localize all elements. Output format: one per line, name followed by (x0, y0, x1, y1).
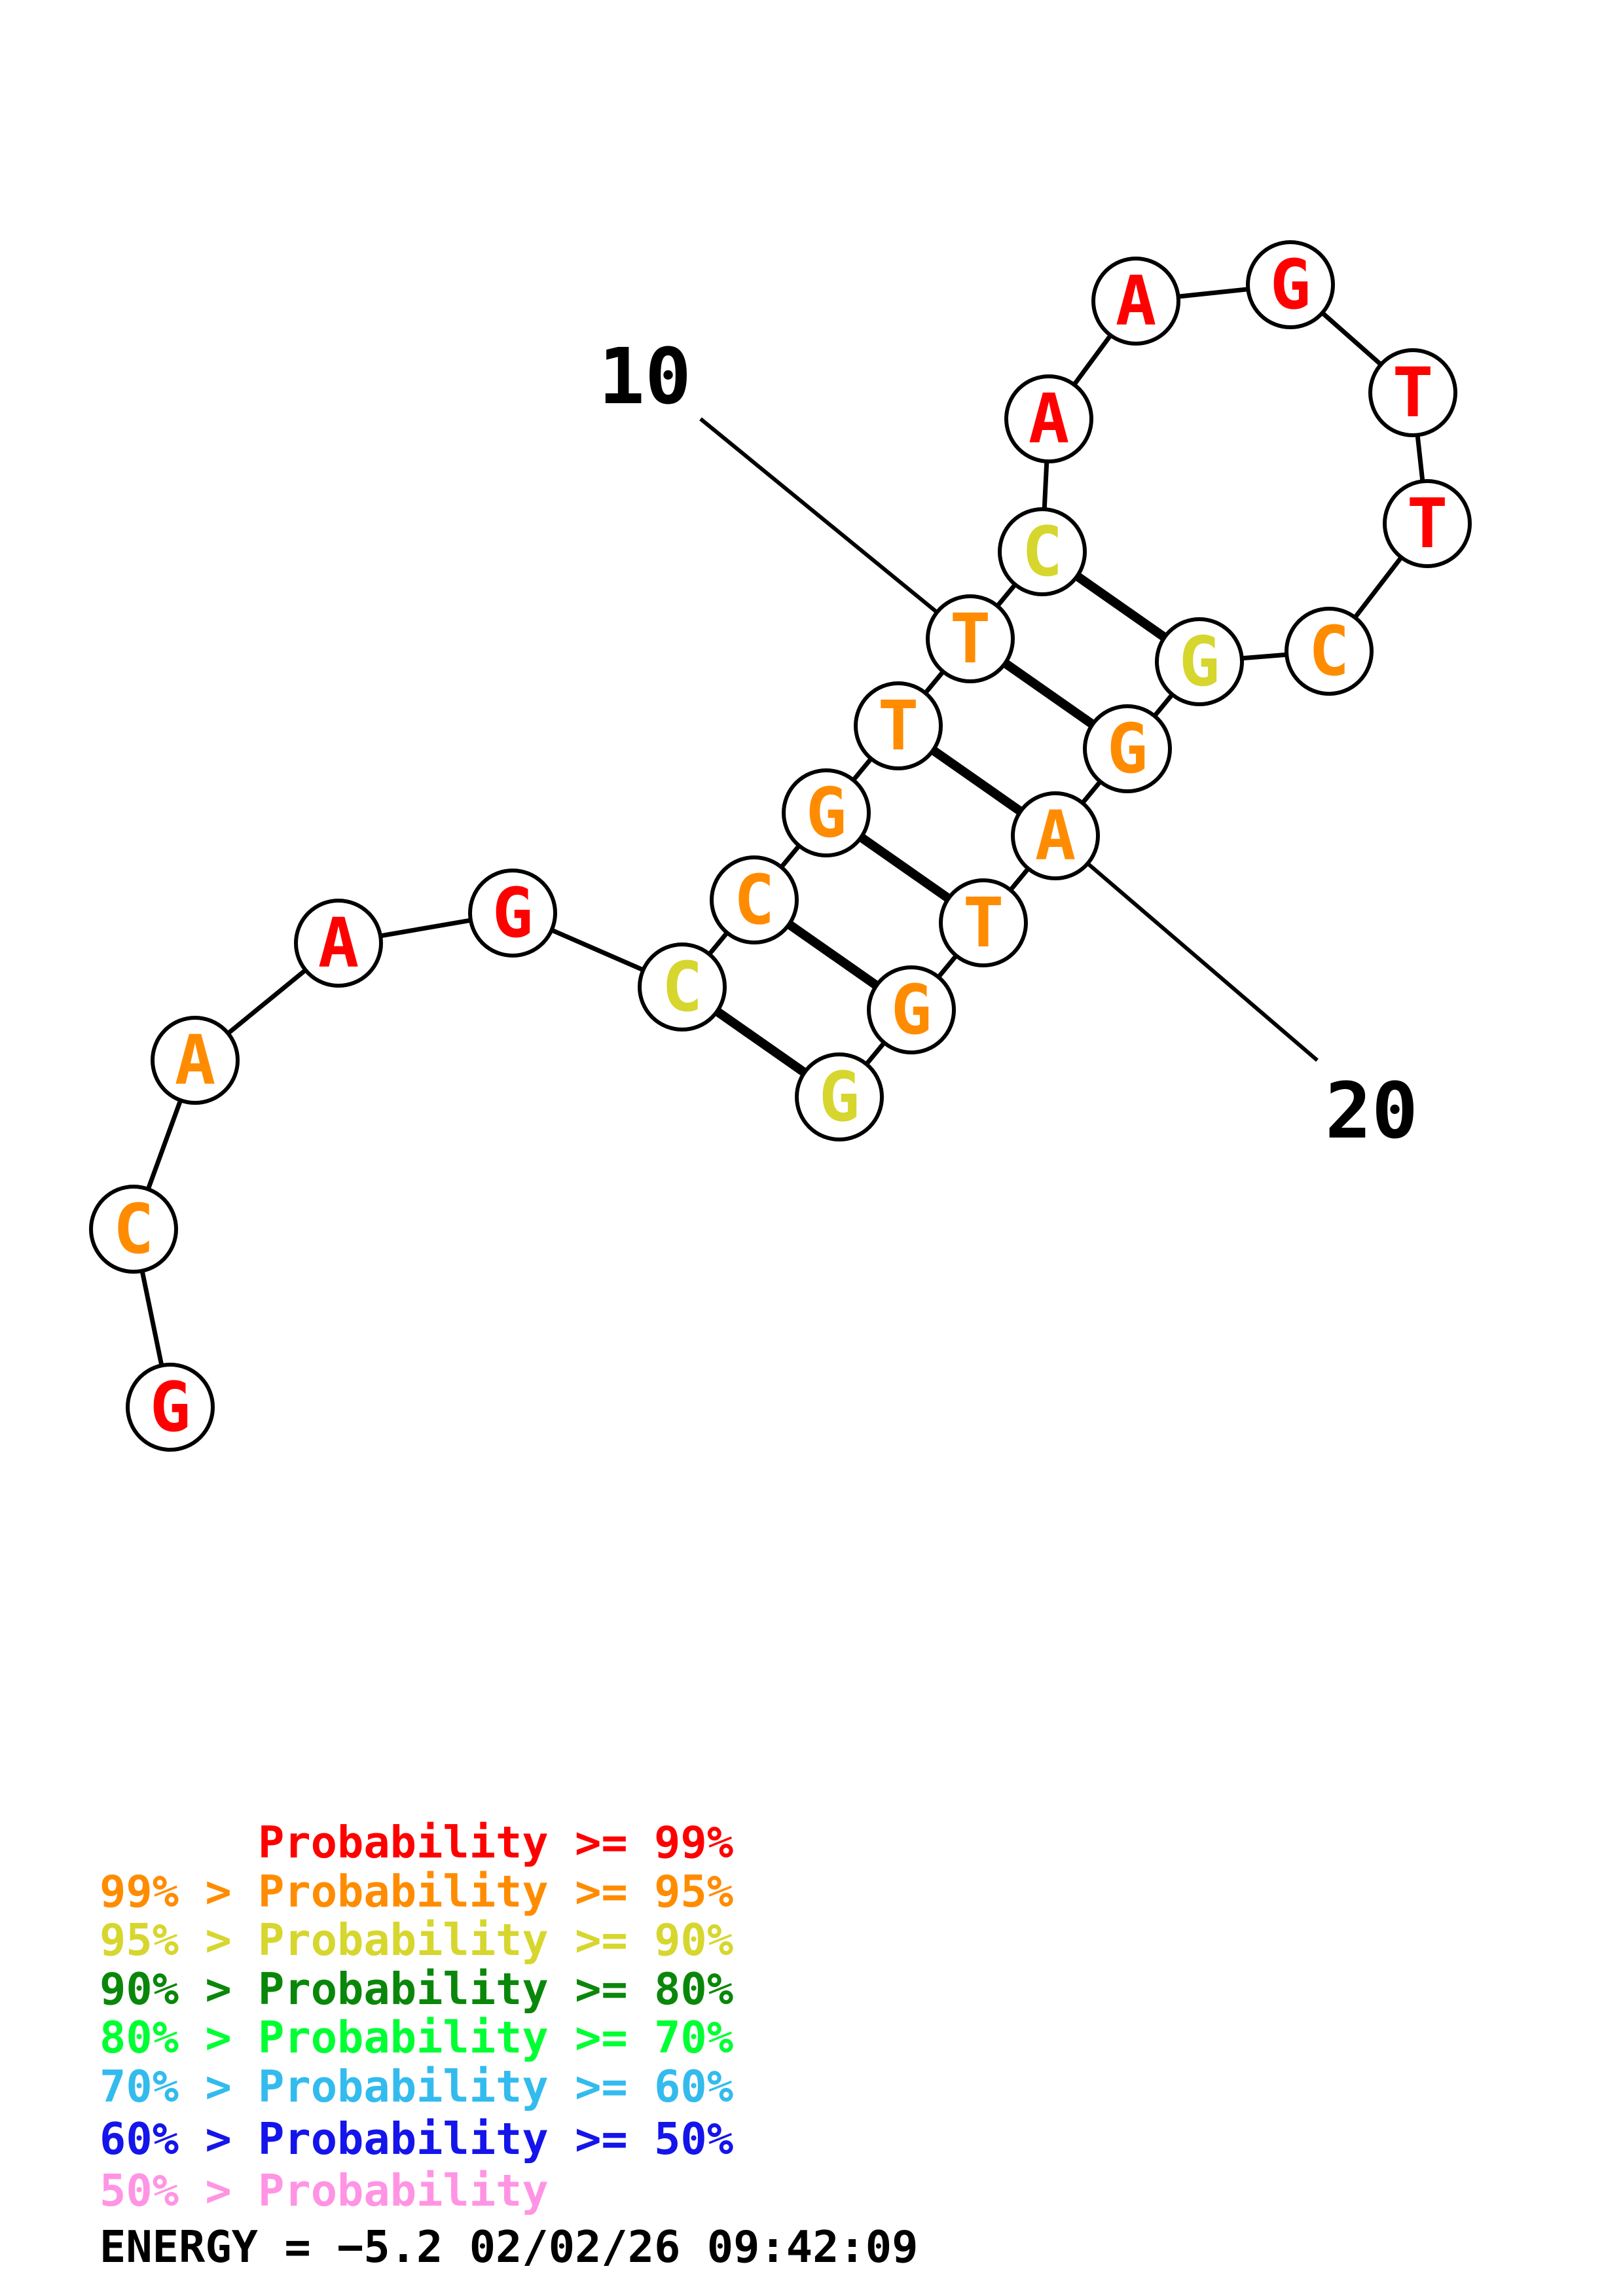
energy-timestamp-text: ENERGY = −5.2 02/02/26 09:42:09 (100, 2221, 918, 2272)
nucleotide-circle-3 (151, 1016, 240, 1105)
nucleotide-circle-1 (126, 1363, 215, 1452)
nucleotide-circle-16 (1383, 479, 1472, 568)
nucleotide-base-20: A (1035, 796, 1076, 876)
nucleotide-circle-6 (638, 942, 727, 1031)
nucleotide-circle-18 (1155, 617, 1244, 706)
nucleotide-circle-19 (1083, 704, 1172, 793)
nucleotide-base-17: C (1309, 611, 1350, 691)
nucleotide-base-4: A (318, 903, 359, 983)
nucleotide-base-13: A (1116, 261, 1157, 341)
nucleotide-base-21: T (963, 883, 1004, 963)
nucleotide-circle-5 (468, 869, 557, 958)
nucleotide-base-9: T (878, 686, 919, 766)
nucleotide-circle-17 (1285, 607, 1374, 696)
legend-row-7: 60% > Probability >= 50% (100, 2113, 733, 2164)
legend-row-1: Probability >= 99% (258, 1817, 733, 1868)
nucleotide-base-22: G (891, 970, 932, 1050)
nucleotide-circle-7 (710, 855, 799, 944)
nucleotide-circle-12 (1004, 374, 1093, 463)
nucleotide-base-2: C (113, 1189, 155, 1269)
nucleotide-base-3: A (175, 1020, 216, 1100)
nucleotide-base-10: T (950, 599, 991, 679)
legend-row-3: 95% > Probability >= 90% (100, 1914, 733, 1965)
nucleotide-circle-21 (939, 878, 1028, 967)
nucleotide-base-16: T (1407, 484, 1448, 564)
legend-row-2: 99% > Probability >= 95% (100, 1866, 733, 1917)
position-leader-line-10 (699, 417, 939, 615)
position-label-10: 10 (598, 331, 691, 422)
nucleotide-circle-22 (867, 965, 956, 1054)
nucleotide-circle-8 (782, 768, 871, 857)
nucleotide-circle-23 (795, 1052, 884, 1141)
nucleotide-base-7: C (734, 860, 775, 940)
nucleotide-base-11: C (1022, 512, 1063, 592)
legend-row-6: 70% > Probability >= 60% (100, 2061, 733, 2112)
probability-legend: Probability >= 99%99% > Probability >= 9… (100, 1817, 733, 2216)
nucleotide-base-8: G (806, 773, 847, 853)
energy-footer: ENERGY = −5.2 02/02/26 09:42:09 (100, 2221, 918, 2272)
nucleotide-circle-14 (1246, 240, 1335, 329)
nucleotide-base-5: G (492, 873, 534, 953)
nucleotide-circle-11 (998, 507, 1087, 596)
nucleotide-circle-15 (1368, 348, 1457, 437)
legend-row-5: 80% > Probability >= 70% (100, 2012, 733, 2063)
nucleotide-base-14: G (1270, 245, 1311, 325)
position-label-20: 20 (1325, 1066, 1418, 1156)
position-labels: 10 20 (598, 331, 1418, 1156)
nucleotide-circle-4 (294, 899, 383, 988)
nucleotide-base-12: A (1029, 379, 1070, 459)
backbone-lines (131, 282, 1430, 1408)
nucleotide-base-6: C (662, 947, 703, 1027)
leader-lines (699, 417, 1319, 1062)
nucleotide-base-1: G (150, 1367, 191, 1447)
position-leader-line-20 (1086, 861, 1319, 1062)
nucleotide-circle-13 (1091, 257, 1180, 346)
nucleotide-circle-10 (926, 594, 1015, 683)
nucleotide-base-15: T (1393, 353, 1434, 433)
legend-row-4: 90% > Probability >= 80% (100, 1964, 733, 2015)
nucleotide-base-23: G (819, 1057, 860, 1137)
nucleotide-circle-9 (854, 681, 943, 770)
nucleotide-circle-2 (89, 1185, 178, 1274)
nucleotide-base-19: G (1107, 709, 1148, 789)
nucleotide-circle-20 (1011, 791, 1100, 880)
nucleotide-base-18: G (1179, 622, 1220, 702)
legend-row-8: 50% > Probability (100, 2165, 549, 2216)
